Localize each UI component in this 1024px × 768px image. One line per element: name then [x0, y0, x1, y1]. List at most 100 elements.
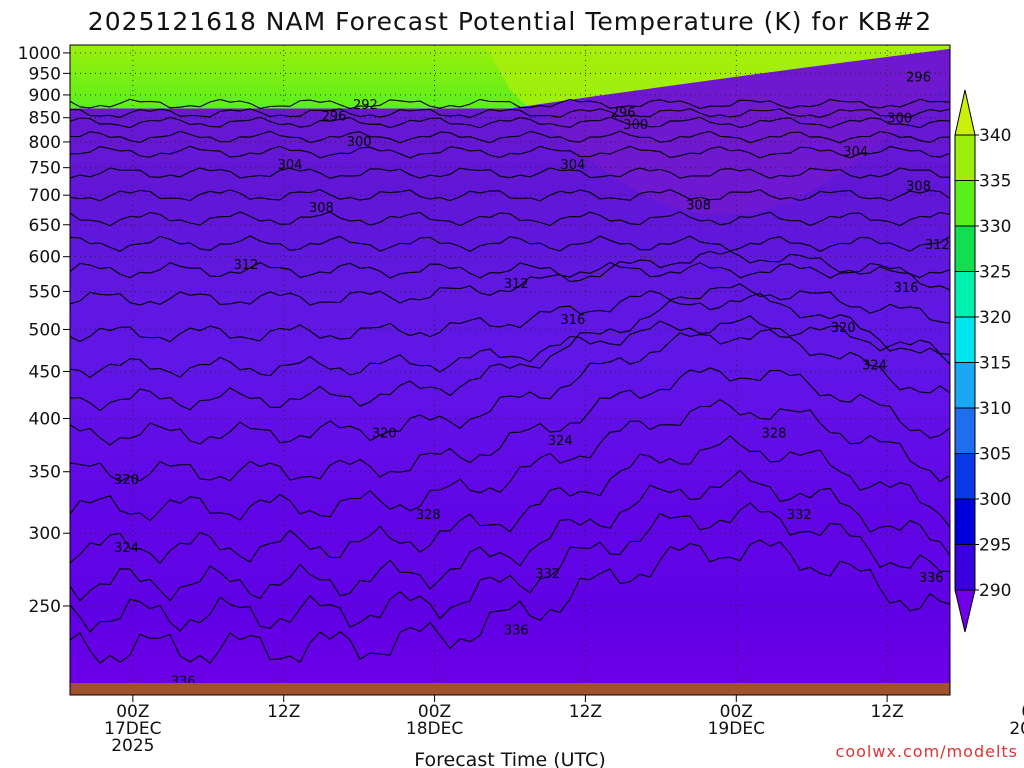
contour-label: 308 [309, 201, 334, 216]
x-tick-label: 20DEC [1009, 719, 1024, 739]
contour-label: 316 [894, 281, 919, 296]
y-tick-label: 850 [29, 109, 61, 129]
y-tick-label: 900 [29, 86, 61, 106]
isentrope-line [70, 108, 950, 119]
contour-label: 320 [114, 473, 139, 488]
isentrope-line [70, 283, 950, 343]
colorbar-label: 290 [979, 581, 1011, 601]
y-tick-label: 500 [29, 320, 61, 340]
isentrope-line [70, 367, 950, 483]
colorbar: 290 295 300 305 310 315 320 325 330 335 340 [954, 89, 1011, 633]
colorbar-swatch [954, 316, 976, 363]
isentrope-lines [70, 98, 950, 665]
x-tick-label: 12Z [267, 702, 300, 722]
isentrope-line [70, 435, 950, 565]
terrain-ground [70, 683, 950, 695]
isentrope-line [70, 315, 950, 379]
colorbar-swatch [954, 134, 976, 181]
x-tick-label: 19DEC [708, 719, 765, 739]
x-axis: 00Z17DEC202512Z00Z18DEC12Z00Z19DEC12Z00Z… [104, 695, 1024, 756]
y-tick-label: 600 [29, 248, 61, 268]
colorbar-label: 340 [979, 126, 1011, 146]
colorbar-swatch [954, 180, 976, 227]
x-tick-label: 00Z [720, 702, 753, 722]
colorbar-top-arrow [954, 89, 976, 136]
isentrope-line [70, 98, 950, 110]
colorbar-swatch [954, 544, 976, 591]
contour-label: 312 [234, 258, 259, 273]
contour-label: 332 [535, 567, 560, 582]
y-tick-label: 400 [29, 409, 61, 429]
contour-labels: 3363363363323323283283243243243203203203… [114, 71, 950, 690]
gridlines [70, 45, 950, 695]
x-tick-label: 12Z [871, 702, 904, 722]
contour-label: 324 [862, 358, 887, 373]
x-tick-label: 00Z [418, 702, 451, 722]
isentrope-line [70, 328, 950, 446]
y-tick-label: 950 [29, 64, 61, 84]
colorbar-swatch [954, 498, 976, 545]
contour-label: 328 [762, 427, 787, 442]
plot-area: 3363363363323323283283243243243203203203… [70, 45, 950, 695]
colorbar-label: 305 [979, 445, 1011, 465]
contour-label: 336 [919, 571, 944, 586]
contour-label: 296 [611, 106, 636, 121]
contour-label: 316 [560, 313, 585, 328]
credit-link[interactable]: coolwx.com/modelts [836, 742, 1018, 761]
x-tick-label: 00Z [1021, 702, 1024, 722]
contour-label: 336 [504, 624, 529, 639]
contour-label: 292 [353, 98, 378, 113]
x-axis-label: Forecast Time (UTC) [414, 749, 605, 768]
contour-label: 328 [416, 508, 441, 523]
x-tick-label: 17DEC [104, 719, 161, 739]
colorbar-label: 310 [979, 399, 1011, 419]
contour-label: 320 [372, 427, 397, 442]
colorbar-label: 295 [979, 536, 1011, 556]
y-tick-label: 350 [29, 463, 61, 483]
colorbar-label: 330 [979, 217, 1011, 237]
low-level-cold-pool [70, 48, 950, 695]
colorbar-bottom-arrow [954, 589, 976, 633]
isentrope-line [70, 130, 950, 144]
y-tick-label: 800 [29, 133, 61, 153]
y-tick-label: 650 [29, 216, 61, 236]
isentrope-line [70, 116, 950, 129]
contour-label: 296 [906, 71, 931, 86]
contour-label: 312 [925, 238, 950, 253]
y-tick-label: 450 [29, 362, 61, 382]
isentrope-line [70, 539, 950, 665]
y-tick-label: 1000 [18, 44, 61, 64]
isentrope-line [70, 398, 950, 522]
contour-label: 324 [114, 541, 139, 556]
colorbar-label: 325 [979, 263, 1011, 283]
y-tick-label: 250 [29, 597, 61, 617]
y-tick-label: 300 [29, 524, 61, 544]
x-tick-label: 18DEC [406, 719, 463, 739]
isentrope-line [70, 261, 950, 279]
colorbar-label: 335 [979, 172, 1011, 192]
contour-label: 304 [560, 158, 585, 173]
isentrope-line [70, 235, 950, 253]
contour-label: 296 [322, 109, 347, 124]
contour-label: 312 [504, 277, 529, 292]
colorbar-swatch [954, 407, 976, 454]
y-tick-label: 550 [29, 282, 61, 302]
x-tick-label: 2025 [111, 736, 154, 756]
colorbar-swatch [954, 271, 976, 318]
colorbar-swatch [954, 225, 976, 272]
isentrope-line [70, 292, 950, 412]
contour-label: 320 [831, 321, 856, 336]
x-tick-label: 12Z [569, 702, 602, 722]
contour-label: 308 [686, 199, 711, 214]
contour-label: 300 [347, 135, 372, 150]
isentrope-line [70, 145, 950, 159]
chart-title: 2025121618 NAM Forecast Potential Temper… [88, 7, 932, 36]
isentrope-line [70, 211, 950, 227]
colorbar-label: 300 [979, 490, 1011, 510]
contour-label: 304 [278, 158, 303, 173]
y-tick-label: 750 [29, 159, 61, 179]
contour-label: 308 [906, 180, 931, 195]
plot-frame [69, 44, 951, 696]
